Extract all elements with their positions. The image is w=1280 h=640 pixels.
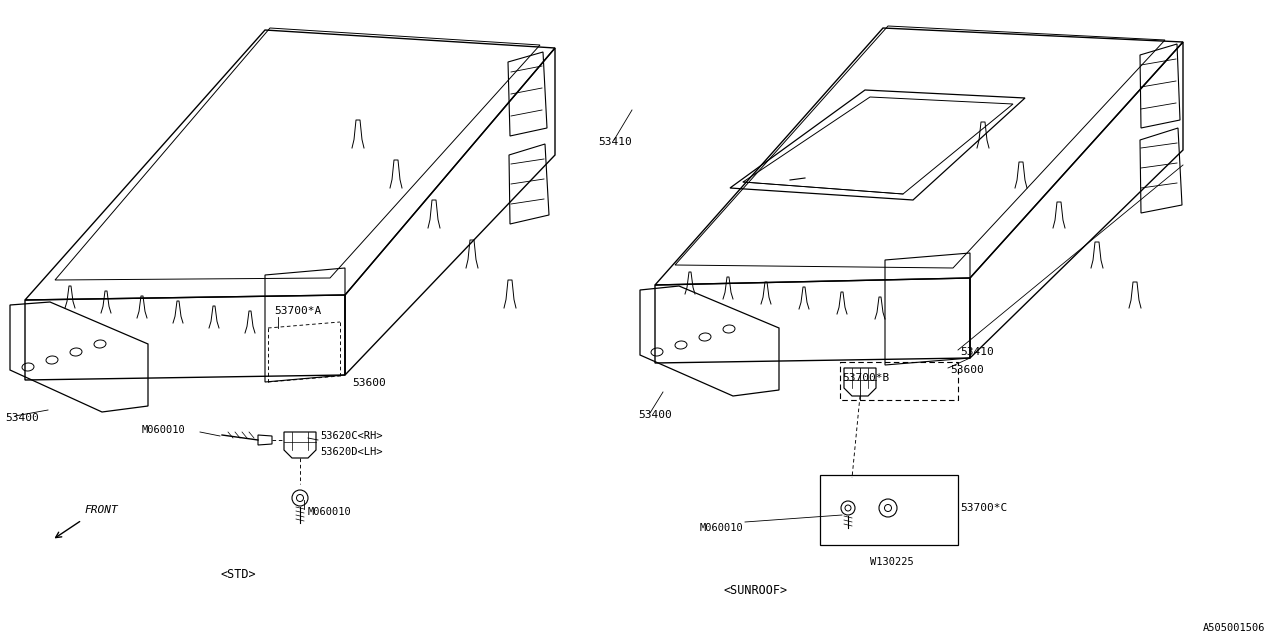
Text: 53400: 53400	[5, 413, 38, 423]
Text: <SUNROOF>: <SUNROOF>	[723, 584, 787, 596]
Text: 53620D<LH>: 53620D<LH>	[320, 447, 383, 457]
Text: FRONT: FRONT	[84, 505, 118, 515]
Text: A505001506: A505001506	[1202, 623, 1265, 633]
Text: 53700*B: 53700*B	[842, 373, 890, 383]
Text: <STD>: <STD>	[220, 568, 256, 582]
Text: 53700*A: 53700*A	[274, 306, 321, 316]
Text: 53700*C: 53700*C	[960, 503, 1007, 513]
Text: M060010: M060010	[700, 523, 744, 533]
Text: M060010: M060010	[142, 425, 186, 435]
Text: 53410: 53410	[598, 137, 632, 147]
Text: 53600: 53600	[352, 378, 385, 388]
Text: 53600: 53600	[950, 365, 984, 375]
Text: W130225: W130225	[870, 557, 914, 567]
Text: 53620C<RH>: 53620C<RH>	[320, 431, 383, 441]
Text: M060010: M060010	[308, 507, 352, 517]
Text: 53400: 53400	[637, 410, 672, 420]
Text: 53410: 53410	[960, 347, 993, 357]
